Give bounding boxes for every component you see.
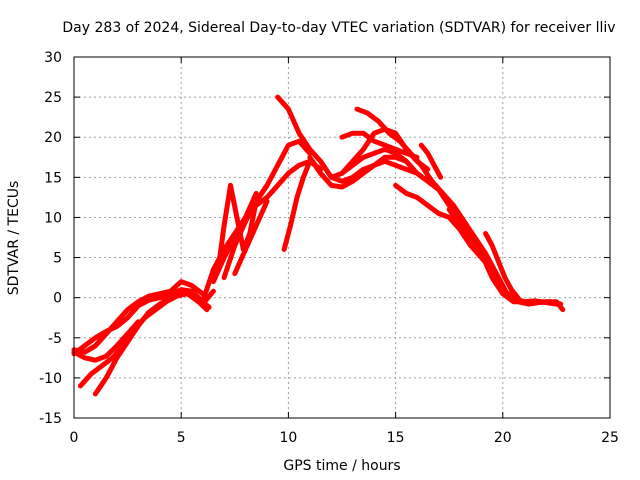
series-track-7 xyxy=(210,190,259,285)
y-tick-label: 15 xyxy=(44,170,62,186)
y-tick-label: -15 xyxy=(39,411,62,427)
series-track-16 xyxy=(339,130,420,160)
y-tick-labels: -15 -10 -5 0 5 10 15 20 25 30 xyxy=(39,50,62,427)
series-track-11 xyxy=(275,94,441,192)
x-tick-label: 0 xyxy=(70,430,79,446)
x-tick-labels: 0 5 10 15 20 25 xyxy=(70,430,619,446)
series-track-13 xyxy=(307,154,409,190)
axis-ticks xyxy=(73,56,611,419)
series-track-5 xyxy=(92,288,216,397)
y-tick-label: 25 xyxy=(44,90,62,106)
y-tick-label: -10 xyxy=(39,371,62,387)
y-tick-label: 30 xyxy=(44,50,62,66)
y-tick-label: 10 xyxy=(44,210,62,226)
series-track-14 xyxy=(328,146,495,273)
series-track-3 xyxy=(71,319,141,363)
y-tick-label: 0 xyxy=(53,291,62,307)
series-track-2 xyxy=(71,279,206,355)
x-tick-label: 20 xyxy=(494,430,512,446)
series-track-10 xyxy=(232,198,270,277)
series-track-17 xyxy=(354,106,564,307)
x-tick-label: 25 xyxy=(601,430,619,446)
x-tick-label: 15 xyxy=(387,430,405,446)
x-tick-label: 5 xyxy=(177,430,186,446)
plot-frame xyxy=(73,56,611,419)
y-tick-label: 20 xyxy=(44,130,62,146)
y-tick-label: -5 xyxy=(48,331,62,347)
series-track-8 xyxy=(217,138,313,261)
y-tick-label: 5 xyxy=(53,251,62,267)
data-series-group xyxy=(71,94,566,397)
series-track-19 xyxy=(418,142,444,180)
grid-lines xyxy=(74,57,610,418)
x-axis-label: GPS time / hours xyxy=(283,458,400,474)
x-tick-label: 10 xyxy=(279,430,297,446)
series-track-21 xyxy=(483,231,521,301)
series-track-20 xyxy=(446,206,559,307)
chart-title: Day 283 of 2024, Sidereal Day-to-day VTE… xyxy=(62,20,615,36)
series-track-1 xyxy=(71,287,212,357)
y-axis-label: SDTVAR / TECUs xyxy=(6,181,22,296)
series-track-9 xyxy=(221,182,270,281)
